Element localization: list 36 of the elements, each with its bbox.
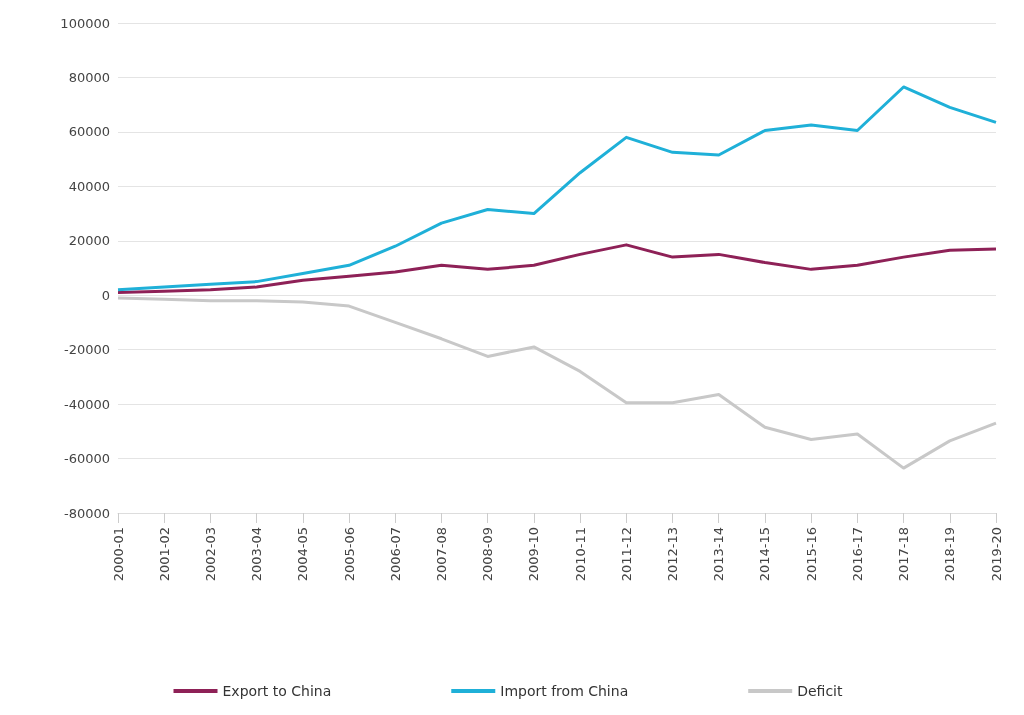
x-tick-label: 2014-15 [757, 527, 773, 582]
x-tick-label: 2018-19 [942, 527, 958, 582]
x-tick-label: 2008-09 [480, 527, 496, 582]
x-tick-label: 2017-18 [896, 527, 912, 582]
y-tick-label: -60000 [63, 451, 110, 467]
y-tick-label: -40000 [63, 396, 110, 412]
line-series [116, 243, 998, 294]
y-tick-label: 20000 [68, 233, 110, 249]
x-tick-label: 2009-10 [526, 527, 542, 582]
x-tick-label: 2007-08 [433, 527, 449, 582]
x-tick-label: 2005-06 [341, 527, 357, 582]
y-tick-label: 0 [101, 287, 110, 303]
x-tick-label: 2001-02 [156, 527, 172, 582]
x-tick-label: 2019-20 [988, 527, 1004, 582]
x-tick-label: 2012-13 [665, 527, 681, 582]
x-tick-label: 2013-14 [711, 527, 727, 582]
y-tick-label: -20000 [63, 342, 110, 358]
x-tick-label: 2016-17 [849, 527, 865, 582]
x-tick-label: 2002-03 [202, 527, 218, 582]
x-tick-label: 2010-11 [572, 527, 588, 582]
x-tick-label: 2015-16 [803, 527, 819, 582]
x-tick-label: 2004-05 [295, 527, 311, 582]
y-tick-label: 80000 [68, 69, 110, 85]
line-series [116, 85, 998, 292]
y-tick-label: 60000 [68, 124, 110, 140]
legend-label: Deficit [797, 683, 844, 699]
y-tick-label: 40000 [68, 178, 110, 194]
x-tick-label: 2000-01 [110, 527, 126, 582]
legend-label: Export to China [222, 683, 332, 699]
x-tick-label: 2003-04 [249, 527, 265, 582]
x-tick-label: 2006-07 [387, 527, 403, 582]
y-tick-label: 100000 [60, 15, 110, 31]
legend-label: Import from China [500, 683, 629, 699]
x-tick-label: 2011-12 [618, 527, 634, 582]
y-tick-label: -80000 [63, 505, 110, 521]
line-series [116, 296, 998, 470]
